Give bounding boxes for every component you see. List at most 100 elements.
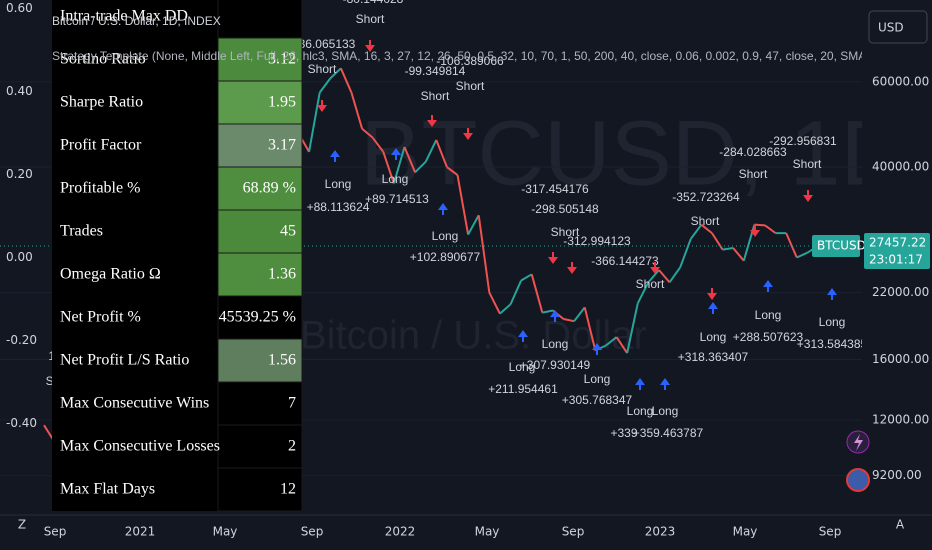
price-segment	[446, 166, 459, 176]
price-segment	[542, 309, 554, 314]
trade-label: Short	[421, 89, 450, 103]
long-arrow	[635, 378, 645, 390]
table-label: Omega Ratio Ω	[60, 266, 161, 283]
trade-label: Short	[551, 225, 580, 239]
price-segment	[371, 137, 385, 153]
trade-label: Short	[456, 79, 485, 93]
table-label: Intra-trade Max DD	[60, 8, 188, 25]
currency-label[interactable]: USD	[878, 21, 904, 35]
table-value: 45539.25 %	[219, 309, 296, 326]
time-tick-label: Sep	[562, 525, 585, 539]
table-value: 7	[288, 395, 296, 412]
lightning-glyph	[854, 434, 863, 451]
axes: 60000.00 40000.00 22000.00 16000.00 12000.00…	[6, 1, 930, 539]
trade-label: Long	[509, 360, 536, 374]
trade-label: Long	[652, 404, 679, 418]
trade-label: +288.507623	[733, 330, 804, 344]
price-segment	[658, 269, 671, 283]
trade-label: -284.028663	[719, 145, 787, 159]
scroll-left-button[interactable]: Z	[18, 518, 26, 532]
price-tick-label: 60000.00	[872, 74, 929, 88]
time-tick-label: 2021	[125, 525, 156, 539]
price-segment	[679, 238, 692, 268]
table-label-cell	[52, 81, 218, 124]
table-label-cell	[52, 425, 218, 468]
trade-label: -298.505148	[531, 202, 599, 216]
table-label-cell	[52, 468, 218, 511]
short-arrow	[365, 40, 375, 52]
table-value-cell	[217, 166, 303, 211]
price-segment	[382, 151, 395, 184]
left-tick-label: -0.40	[6, 416, 37, 430]
short-arrow	[567, 262, 577, 274]
price-segment	[403, 146, 417, 173]
trade-label: +307.930149	[520, 358, 591, 372]
table-label: Net Profit L/S Ratio	[60, 352, 189, 369]
time-tick-label: Sep	[819, 525, 842, 539]
table-label-cell	[52, 253, 218, 296]
trade-label: +359.463787	[633, 426, 704, 440]
price-segment	[467, 214, 480, 236]
price-segment	[329, 67, 342, 80]
trade-label: -317.454176	[521, 182, 589, 196]
time-tick-label: 2022	[385, 525, 416, 539]
time-tick-label: May	[733, 525, 758, 539]
symbol-tag	[812, 235, 860, 258]
trade-label: Long	[627, 404, 654, 418]
flag-icon[interactable]	[846, 468, 870, 492]
table-label-cell	[52, 210, 218, 253]
long-arrow	[592, 343, 602, 355]
trade-label: +102.890677	[410, 250, 481, 264]
trade-label: Long	[584, 372, 611, 386]
short-arrow	[650, 262, 660, 274]
price-segment	[530, 274, 544, 313]
left-tick-label: 0.00	[6, 250, 33, 264]
trade-label: +339	[610, 426, 637, 440]
left-tick-label: -0.20	[6, 333, 37, 347]
price-segment	[754, 223, 766, 227]
left-tick-label: 0.40	[6, 84, 33, 98]
table-value-cell	[217, 252, 303, 297]
long-arrow	[763, 280, 773, 292]
table-label-cell	[52, 167, 218, 210]
price-segment	[647, 269, 660, 283]
price-segment	[573, 306, 586, 322]
table-label-cell	[52, 296, 218, 339]
trade-label: Long	[432, 229, 459, 243]
trade-label: -106.389066	[436, 54, 504, 68]
table-label: Trades	[60, 223, 103, 240]
table-value: 68.89 %	[243, 180, 296, 197]
table-value-cell	[217, 295, 303, 340]
long-arrow	[330, 150, 340, 162]
price-segment	[722, 247, 734, 251]
trade-label: +89.714513	[365, 192, 429, 206]
table-value-cell	[217, 467, 303, 512]
table-value-cell	[217, 424, 303, 469]
price-segment	[308, 92, 321, 153]
table-label: Max Consecutive Losses	[60, 438, 220, 455]
table-value: 3.12	[268, 51, 296, 68]
table-label-cell	[52, 124, 218, 167]
table-label: Max Consecutive Wins	[60, 395, 209, 412]
long-arrow	[438, 203, 448, 215]
long-arrow	[708, 302, 718, 314]
short-arrow	[803, 190, 813, 202]
short-arrow	[750, 225, 760, 237]
symbol-tag-label: BTCUSD	[817, 239, 866, 253]
trade-label: -366.144273	[591, 254, 659, 268]
table-label-cell	[52, 339, 218, 382]
price-segment	[764, 224, 777, 234]
auto-scale-button[interactable]: A	[896, 518, 905, 532]
price-tick-label: 40000.00	[872, 160, 929, 174]
price-segment	[350, 92, 364, 130]
price-segment	[668, 266, 681, 283]
price-segment	[435, 139, 448, 168]
table-label: Sortino Ratio	[60, 51, 146, 68]
currency-button[interactable]	[868, 10, 928, 44]
table-label: Sharpe Ratio	[60, 94, 143, 111]
price-segment	[520, 273, 533, 282]
table-value-cell	[217, 123, 303, 168]
trade-label: Long	[700, 330, 727, 344]
